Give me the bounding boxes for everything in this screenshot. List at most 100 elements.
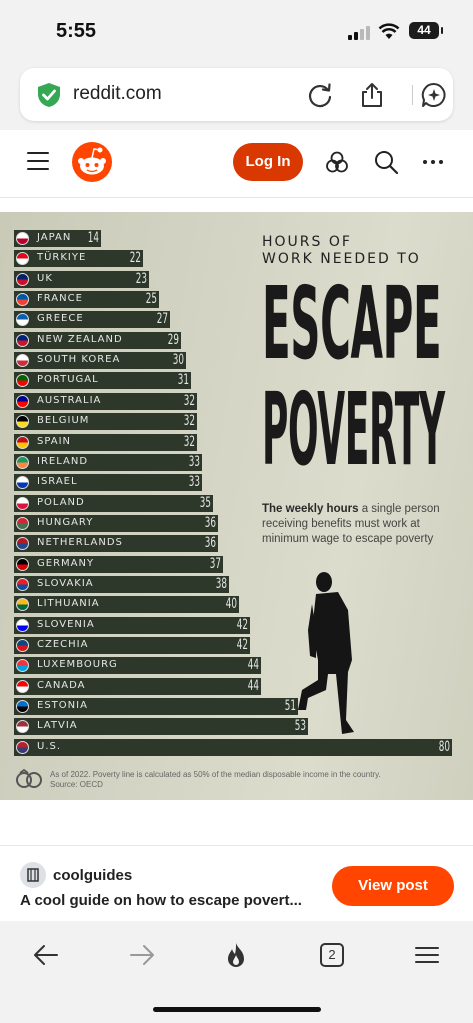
country-flag-icon	[16, 293, 29, 307]
more-options-icon[interactable]	[420, 149, 446, 175]
country-flag-icon	[16, 394, 29, 408]
country-flag-icon	[16, 313, 29, 327]
bar-value-label: 29	[167, 331, 179, 348]
login-button[interactable]: Log In	[233, 143, 303, 181]
menu-icon[interactable]	[27, 152, 49, 172]
bar-label: GREECE	[37, 313, 84, 325]
flame-icon[interactable]	[222, 941, 250, 969]
bar-value-label: 53	[294, 718, 306, 735]
bar-label: HUNGARY	[37, 516, 94, 528]
bar-label: GERMANY	[37, 557, 95, 569]
footnote-source: Source: OECD	[50, 780, 103, 789]
chart-bar: AUSTRALIA 32	[14, 392, 197, 410]
url-text[interactable]: reddit.com	[73, 83, 162, 104]
wifi-icon	[378, 23, 400, 39]
bar-label: JAPAN	[37, 232, 72, 243]
address-bar[interactable]: reddit.com	[20, 68, 453, 121]
bar-label: NEW ZEALAND	[37, 333, 123, 345]
country-flag-icon	[16, 354, 29, 368]
chart-bar: SPAIN 32	[14, 433, 197, 451]
country-flag-icon	[16, 435, 29, 449]
chart-bar: SOUTH KOREA 30	[14, 352, 186, 370]
chart-bar: CANADA 44	[14, 677, 261, 695]
chart-bar: FRANCE 25	[14, 291, 159, 309]
chart-bar: CZECHIA 42	[14, 637, 250, 654]
chart-bar: BELGIUM 32	[14, 413, 197, 431]
chart-bar: JAPAN 14	[14, 230, 101, 247]
country-flag-icon	[16, 659, 29, 673]
bar-label: FRANCE	[37, 293, 83, 305]
bar-value-label: 38	[215, 575, 227, 592]
subreddit-name[interactable]: coolguides	[53, 867, 133, 884]
bar-value-label: 30	[172, 352, 184, 369]
country-flag-icon	[16, 476, 29, 490]
bar-label: ISRAEL	[37, 476, 78, 488]
browser-menu-icon[interactable]	[413, 941, 441, 969]
view-post-button[interactable]: View post	[332, 866, 454, 906]
chart-bar: TÜRKIYE 22	[14, 250, 143, 268]
bar-value-label: 33	[188, 453, 200, 470]
bar-label: SLOVAKIA	[37, 577, 94, 589]
country-flag-icon	[16, 496, 29, 510]
bar-value-label: 35	[199, 494, 211, 511]
subtitle-bold: The weekly hours	[262, 503, 359, 515]
bar-value-label: 32	[183, 433, 195, 450]
country-flag-icon	[16, 679, 29, 693]
chart-bar: PORTUGAL 31	[14, 372, 191, 390]
forward-arrow-icon[interactable]	[128, 941, 156, 969]
chart-bar: LUXEMBOURG 44	[14, 657, 261, 675]
chart-bar: POLAND 35	[14, 494, 213, 512]
country-flag-icon	[16, 333, 29, 347]
assistant-chat-icon[interactable]	[420, 81, 448, 109]
browser-address-area: reddit.com	[0, 62, 473, 130]
site-header: Log In	[0, 130, 473, 198]
chart-bar: U.S. 80	[14, 738, 452, 756]
country-flag-icon	[16, 374, 29, 388]
bar-label: SLOVENIA	[37, 618, 95, 630]
country-flag-icon	[16, 455, 29, 469]
bar-value-label: 36	[204, 535, 216, 552]
subreddit-icon[interactable]	[20, 862, 46, 888]
chart-footnote: As of 2022. Poverty line is calculated a…	[50, 770, 381, 790]
reload-icon[interactable]	[306, 81, 334, 109]
bar-value-label: 44	[247, 677, 259, 694]
share-icon[interactable]	[358, 81, 386, 109]
post-image-infographic[interactable]: JAPAN 14 TÜRKIYE 22 UK 23 FRANCE 25 GREECE 27 NEW …	[0, 212, 473, 800]
post-preview-bar: coolguides A cool guide on how to escape…	[0, 845, 473, 921]
brand-logo-icon	[16, 769, 42, 788]
chart-bar: SLOVENIA 42	[14, 616, 250, 634]
bar-label: U.S.	[37, 740, 62, 752]
chart-bar: UK 23	[14, 270, 149, 288]
bar-label: PORTUGAL	[37, 374, 99, 386]
post-title[interactable]: A cool guide on how to escape povert...	[20, 892, 302, 909]
chart-bar: ISRAEL 33	[14, 474, 202, 492]
country-flag-icon	[16, 700, 29, 714]
bar-value-label: 22	[129, 250, 141, 267]
back-arrow-icon[interactable]	[32, 941, 60, 969]
home-indicator	[153, 1007, 321, 1012]
bar-value-label: 27	[156, 311, 168, 328]
chart-title-poverty: POVERTY	[262, 371, 445, 488]
bar-label: LUXEMBOURG	[37, 659, 118, 671]
country-flag-icon	[16, 598, 29, 612]
chart-title-small: HOURS OF WORK NEEDED TO	[262, 234, 421, 268]
tabs-button[interactable]: 2	[320, 943, 344, 967]
search-icon[interactable]	[373, 149, 399, 175]
bar-label: CANADA	[37, 679, 86, 691]
country-flag-icon	[16, 618, 29, 632]
advertise-icon[interactable]	[324, 149, 350, 175]
bar-value-label: 25	[145, 291, 157, 308]
bar-label: ESTONIA	[37, 700, 88, 712]
bar-value-label: 32	[183, 392, 195, 409]
bar-value-label: 42	[236, 616, 248, 633]
country-flag-icon	[16, 537, 29, 551]
bar-label: SPAIN	[37, 435, 72, 447]
browser-toolbar: 2	[0, 921, 473, 1023]
footnote-note: As of 2022. Poverty line is calculated a…	[50, 770, 381, 779]
chart-bar: NETHERLANDS 36	[14, 535, 218, 553]
country-flag-icon	[16, 415, 29, 429]
status-time: 5:55	[56, 20, 97, 42]
chart-bar: GREECE 27	[14, 311, 170, 329]
country-flag-icon	[16, 272, 29, 286]
reddit-logo-icon[interactable]	[72, 142, 112, 182]
